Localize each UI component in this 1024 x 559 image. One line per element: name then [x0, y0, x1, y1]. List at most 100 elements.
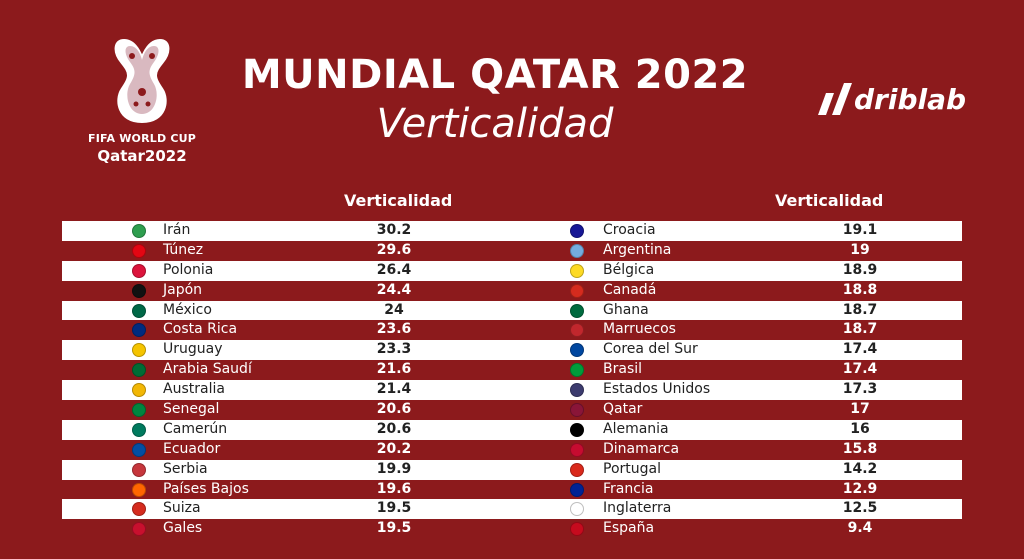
logo-line-2: Qatar2022 [97, 147, 187, 165]
verticalidad-value: 19.6 [376, 480, 412, 497]
team-name: Marruecos [603, 321, 676, 338]
team-name: México [163, 301, 212, 318]
team-flag-icon [570, 283, 584, 298]
verticalidad-value: 17.4 [842, 341, 878, 358]
verticalidad-value: 19.5 [376, 520, 412, 537]
verticalidad-value: 9.4 [847, 520, 873, 537]
table-row: Gales 19.5 España 9.4 [62, 519, 962, 539]
team-flag-icon [132, 343, 146, 358]
team-flag-icon [132, 403, 146, 418]
table-row: Costa Rica 23.6 Marruecos 18.7 [62, 320, 962, 340]
team-name: Inglaterra [603, 500, 672, 517]
team-flag-icon [132, 243, 146, 258]
table-row: Suiza 19.5 Inglaterra 12.5 [62, 499, 962, 520]
team-flag-icon [132, 462, 146, 477]
team-name: Uruguay [163, 341, 223, 358]
verticalidad-value: 12.5 [842, 500, 878, 517]
team-flag-icon [570, 243, 584, 258]
verticalidad-value: 18.7 [842, 321, 878, 338]
verticalidad-value: 20.6 [376, 420, 412, 437]
team-flag-icon [132, 363, 146, 378]
team-name: Arabia Saudí [163, 361, 252, 378]
brand-name: driblab [854, 83, 967, 116]
verticalidad-value: 17.4 [842, 361, 878, 378]
logo-line-1: FIFA WORLD CUP [88, 132, 196, 145]
verticalidad-value: 24.4 [376, 281, 412, 298]
verticalidad-value: 26.4 [376, 261, 412, 278]
verticalidad-value: 12.9 [842, 480, 878, 497]
team-name: Irán [163, 222, 191, 238]
table-row: Arabia Saudí 21.6 Brasil 17.4 [62, 360, 962, 380]
driblab-mark-icon [818, 83, 852, 115]
verticalidad-value: 19.9 [376, 460, 412, 477]
table-row: Ecuador 20.2 Dinamarca 15.8 [62, 440, 962, 460]
column-header-right: Verticalidad [775, 191, 884, 210]
world-cup-emblem-icon [112, 36, 172, 126]
team-name: Ecuador [163, 440, 221, 457]
team-name: Túnez [163, 241, 204, 258]
team-name: Serbia [163, 460, 208, 477]
team-flag-icon [570, 263, 584, 278]
team-name: Estados Unidos [603, 381, 711, 398]
table-row: Senegal 20.6 Qatar 17 [62, 400, 962, 420]
verticalidad-value: 20.6 [376, 401, 412, 418]
fifa-world-cup-logo: FIFA WORLD CUP Qatar2022 [72, 30, 212, 170]
team-name: Francia [603, 480, 654, 497]
team-flag-icon [570, 502, 584, 517]
team-flag-icon [570, 224, 584, 238]
verticalidad-value: 19 [850, 241, 870, 258]
page-subtitle: Verticalidad [376, 101, 614, 147]
team-flag-icon [132, 522, 146, 537]
table-row: Camerún 20.6 Alemania 16 [62, 419, 962, 440]
team-flag-icon [570, 522, 584, 537]
team-name: Portugal [603, 460, 661, 477]
table-row: Túnez 29.6 Argentina 19 [62, 241, 962, 261]
team-name: Qatar [603, 401, 643, 418]
verticalidad-value: 19.5 [376, 500, 412, 517]
verticalidad-value: 23.6 [376, 321, 412, 338]
verticalidad-value: 19.1 [842, 222, 878, 238]
team-name: Países Bajos [163, 480, 249, 497]
team-name: Brasil [603, 361, 643, 378]
team-flag-icon [132, 502, 146, 517]
team-name: Corea del Sur [603, 341, 698, 358]
verticalidad-value: 24 [384, 301, 404, 318]
team-flag-icon [132, 422, 146, 437]
team-name: Argentina [603, 241, 672, 258]
team-name: Camerún [163, 420, 228, 437]
verticalidad-value: 14.2 [842, 460, 878, 477]
table-row: México 24 Ghana 18.7 [62, 300, 962, 321]
team-name: Senegal [163, 401, 220, 418]
verticalidad-value: 30.2 [376, 222, 412, 238]
verticalidad-value: 29.6 [376, 241, 412, 258]
table-row: Irán 30.2 Croacia 19.1 [62, 221, 962, 241]
verticalidad-value: 21.4 [376, 381, 412, 398]
team-name: Ghana [603, 301, 649, 318]
team-name: Dinamarca [603, 440, 680, 457]
team-flag-icon [570, 482, 584, 497]
team-flag-icon [132, 283, 146, 298]
table-row: Países Bajos 19.6 Francia 12.9 [62, 480, 962, 500]
team-flag-icon [132, 442, 146, 457]
verticalidad-value: 15.8 [842, 440, 878, 457]
page-title: MUNDIAL QATAR 2022 [241, 52, 749, 98]
team-name: Australia [163, 381, 225, 398]
verticalidad-value: 17 [850, 401, 870, 418]
team-flag-icon [570, 383, 584, 398]
verticalidad-value: 21.6 [376, 361, 412, 378]
team-name: Gales [163, 520, 203, 537]
team-name: Costa Rica [163, 321, 238, 338]
team-flag-icon [132, 224, 146, 238]
verticalidad-value: 20.2 [376, 440, 412, 457]
team-flag-icon [132, 303, 146, 318]
table-row: Serbia 19.9 Portugal 14.2 [62, 459, 962, 480]
team-name: Polonia [163, 261, 214, 278]
column-header-left: Verticalidad [344, 191, 453, 210]
team-flag-icon [570, 403, 584, 418]
table-row: Australia 21.4 Estados Unidos 17.3 [62, 380, 962, 401]
team-name: Alemania [603, 420, 669, 437]
team-name: Bélgica [603, 261, 655, 278]
team-flag-icon [132, 482, 146, 497]
team-name: España [603, 520, 655, 537]
team-flag-icon [570, 462, 584, 477]
